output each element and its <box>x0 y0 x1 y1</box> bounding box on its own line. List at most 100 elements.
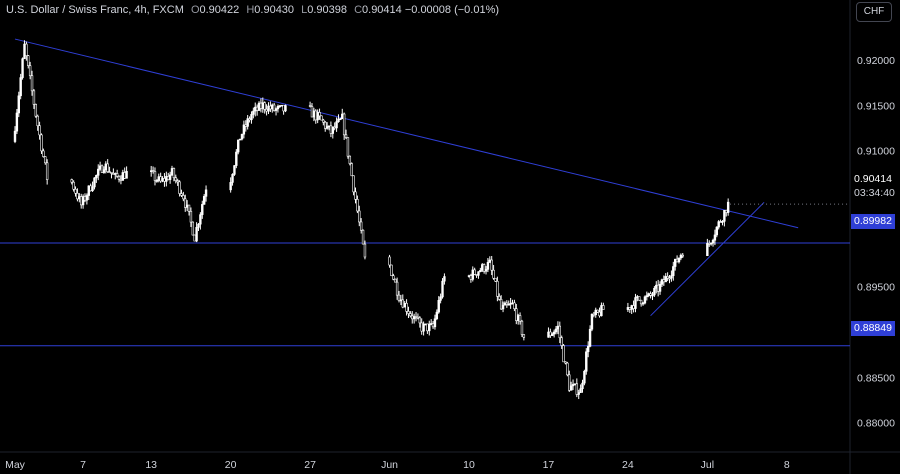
candle-body <box>581 382 584 390</box>
candle-body <box>496 280 499 297</box>
candle-body <box>467 275 471 277</box>
candle-body <box>723 210 726 222</box>
candle-body <box>673 258 677 267</box>
candle-body <box>339 118 342 121</box>
candle-body <box>244 124 247 127</box>
candle-body <box>91 186 94 192</box>
trendline <box>650 201 765 317</box>
support-level-tag-1: 0.89982 <box>851 214 895 229</box>
low-value: 0.90398 <box>307 4 347 16</box>
candle-body <box>412 316 416 320</box>
candle-body <box>509 303 512 305</box>
candle-body <box>250 114 253 121</box>
candle-body <box>411 315 414 320</box>
candle-body <box>284 105 287 112</box>
symbol-legend: U.S. Dollar / Swiss Franc, 4h, FXCM O0.9… <box>6 4 499 16</box>
candle-body <box>634 297 637 309</box>
candle-body <box>45 162 49 180</box>
candle-body <box>119 179 123 181</box>
candle-body <box>554 328 558 333</box>
x-tick-label: 20 <box>225 459 237 471</box>
candle-body <box>182 195 185 200</box>
y-tick-label: 0.91500 <box>857 100 895 112</box>
candle-body <box>585 351 588 372</box>
candle-body <box>499 299 503 310</box>
candle-body <box>479 270 482 273</box>
candle-body <box>189 211 193 223</box>
candle-body <box>280 104 283 107</box>
candle-body <box>108 171 111 173</box>
y-tick-label: 0.92000 <box>857 55 895 67</box>
candle-body <box>516 315 520 321</box>
candle-body <box>32 90 36 105</box>
candle-body <box>27 55 30 66</box>
x-tick-label: 10 <box>463 459 475 471</box>
candle-body <box>95 175 98 179</box>
x-tick-label: May <box>5 459 26 471</box>
candle-body <box>486 262 490 270</box>
candle-body <box>72 181 75 190</box>
candle-body <box>494 277 497 282</box>
candle-body <box>719 221 722 223</box>
candle-body <box>475 274 478 276</box>
candle-body <box>558 325 562 339</box>
candle-body <box>193 234 196 242</box>
currency-button[interactable]: CHF <box>856 2 892 22</box>
candle-body <box>178 181 181 194</box>
candle-body <box>201 204 204 215</box>
candle-body <box>104 163 108 170</box>
candle-body <box>484 269 488 272</box>
candle-body <box>655 284 658 289</box>
candle-body <box>123 172 126 179</box>
candle-body <box>197 223 200 228</box>
candle-body <box>664 276 667 283</box>
candle-body <box>426 323 429 332</box>
candle-body <box>395 281 399 296</box>
candle-body <box>87 185 90 196</box>
candle-body <box>121 172 125 181</box>
candle-body <box>503 302 507 306</box>
candle-body <box>520 320 524 335</box>
candle-body <box>265 108 268 112</box>
candle-body <box>342 113 346 136</box>
candle-body <box>717 221 720 228</box>
candle-body <box>233 165 236 175</box>
x-tick-label: 8 <box>784 459 790 471</box>
candle-body <box>424 323 427 326</box>
candle-body <box>473 269 476 275</box>
candle-body <box>231 174 234 183</box>
candle-body <box>416 316 420 319</box>
candle-body <box>588 328 592 347</box>
candle-body <box>324 121 327 129</box>
candle-body <box>433 318 437 328</box>
candle-body <box>626 307 630 310</box>
candle-body <box>390 264 393 276</box>
candle-body <box>507 303 510 306</box>
candle-body <box>647 293 650 296</box>
x-tick-label: 24 <box>622 459 634 471</box>
candle-body <box>163 178 166 182</box>
candle-body <box>556 325 560 330</box>
candle-body <box>583 370 586 384</box>
candle-body <box>437 300 440 313</box>
candle-body <box>70 179 73 183</box>
candle-body <box>562 345 565 363</box>
candle-body <box>435 311 439 320</box>
candle-body <box>100 165 104 173</box>
candle-body <box>320 115 323 121</box>
candle-body <box>151 170 155 172</box>
candle-body <box>600 305 603 317</box>
candle-body <box>409 313 412 317</box>
candle-body <box>333 126 336 129</box>
candle-body <box>399 299 403 302</box>
candle-body <box>161 178 164 182</box>
candle-body <box>115 173 119 177</box>
candle-body <box>429 323 433 325</box>
candle-body <box>422 323 425 332</box>
candle-body <box>641 302 645 305</box>
candle-body <box>89 185 92 192</box>
candle-body <box>278 105 282 108</box>
candle-body <box>187 204 191 212</box>
candle-body <box>180 193 183 196</box>
